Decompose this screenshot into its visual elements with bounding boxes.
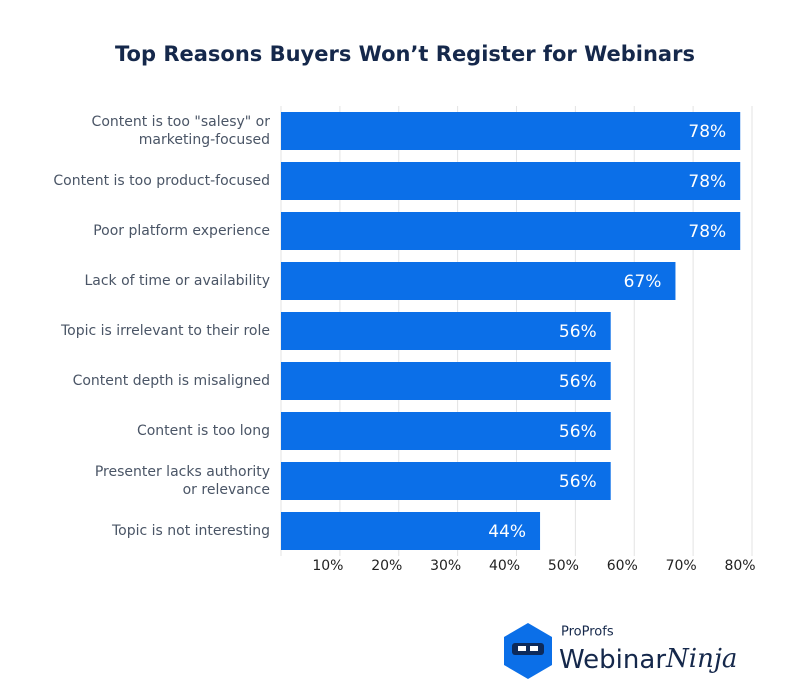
value-label: 56%: [559, 472, 597, 492]
chart-title: Top Reasons Buyers Won’t Register for We…: [115, 42, 695, 66]
y-tick-label: Presenter lacks authority or relevance: [94, 464, 270, 498]
y-tick-label: Content is too long: [136, 423, 270, 439]
bar: [281, 312, 611, 350]
logo: ProProfs WebinarNinja: [504, 623, 737, 679]
bar: [281, 412, 611, 450]
bar: [281, 362, 611, 400]
x-tick-label: 30%: [430, 558, 461, 574]
logo-name: WebinarNinja: [559, 644, 737, 675]
value-label: 56%: [559, 422, 597, 442]
value-label: 78%: [688, 222, 726, 242]
y-tick-label: Topic is irrelevant to their role: [60, 323, 270, 339]
bar: [281, 262, 676, 300]
value-label: 78%: [688, 172, 726, 192]
logo-mask: [512, 643, 544, 655]
bar: [281, 112, 741, 150]
bar: [281, 512, 541, 550]
y-tick-label: Lack of time or availability: [84, 273, 270, 289]
logo-eye: [530, 646, 538, 651]
logo-brand: ProProfs: [561, 625, 614, 640]
y-tick-label: Poor platform experience: [93, 223, 270, 239]
x-tick-label: 40%: [489, 558, 520, 574]
x-tick-label: 20%: [371, 558, 402, 574]
y-tick-label: Content depth is misaligned: [72, 373, 270, 389]
value-label: 56%: [559, 322, 597, 342]
x-tick-label: 50%: [548, 558, 579, 574]
logo-eye: [518, 646, 526, 651]
x-tick-label: 60%: [607, 558, 638, 574]
bar: [281, 162, 741, 200]
value-label: 56%: [559, 372, 597, 392]
y-tick-label: Content is too "salesy" or marketing-foc…: [91, 114, 270, 148]
logo-name-regular: Webinar: [559, 645, 666, 675]
value-label: 78%: [688, 122, 726, 142]
y-tick-label: Topic is not interesting: [111, 523, 270, 539]
x-tick-label: 10%: [312, 558, 343, 574]
value-label: 44%: [488, 522, 526, 542]
x-tick-label: 70%: [666, 558, 697, 574]
bar: [281, 462, 611, 500]
x-tick-label: 80%: [724, 558, 755, 574]
bar: [281, 212, 741, 250]
y-tick-label: Content is too product-focused: [53, 173, 270, 189]
logo-name-italic: Ninja: [665, 644, 737, 674]
value-label: 67%: [624, 272, 662, 292]
